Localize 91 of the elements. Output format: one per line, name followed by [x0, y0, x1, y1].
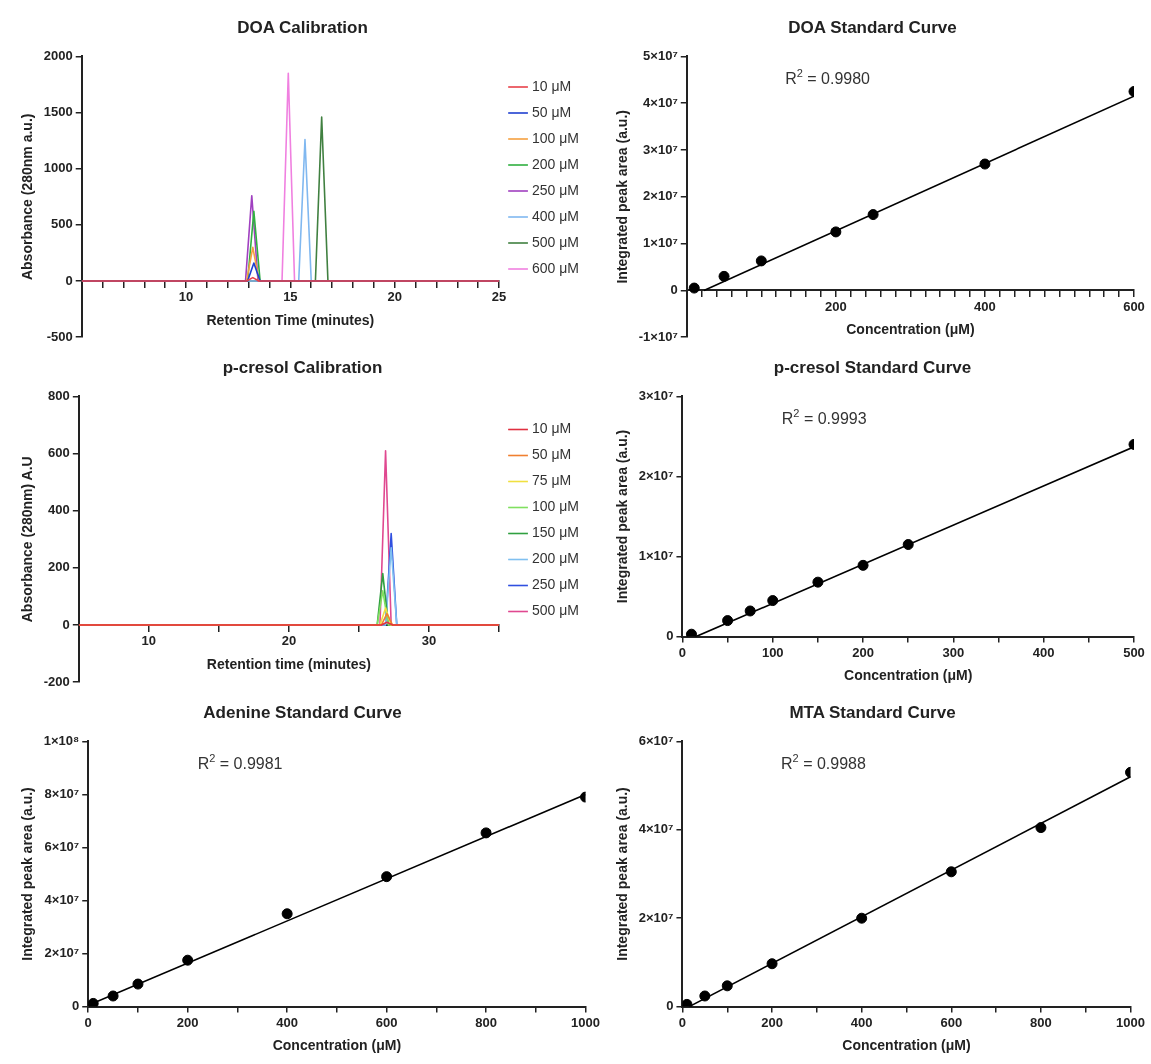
legend-label: 250 μM [532, 181, 580, 198]
x-tick-label: 25 [491, 289, 507, 305]
y-tick-label: -200 [43, 673, 70, 689]
x-tick-label: 200 [176, 1014, 199, 1030]
y-axis-title: Integrated peak area (a.u.) [614, 787, 631, 961]
y-tick-label: 3×10⁷ [643, 141, 678, 157]
y-tick-label: 0 [71, 998, 80, 1014]
x-tick-label: 0 [84, 1014, 92, 1030]
y-tick-label: 1500 [43, 104, 73, 120]
x-tick-label: 30 [421, 633, 437, 649]
x-tick-label: 20 [387, 289, 402, 305]
y-tick-label: 2×10⁷ [638, 909, 674, 925]
y-tick-label: 1×10⁷ [638, 548, 674, 564]
y-tick-label: 4×10⁷ [44, 892, 80, 908]
x-axis-title: Concentration (μM) [272, 1037, 402, 1054]
x-tick-label: 1000 [571, 1014, 600, 1030]
y-tick-label: 1×10⁸ [43, 732, 80, 748]
y-tick-label: 1×10⁷ [643, 235, 678, 251]
y-axis-title: Integrated peak area (a.u.) [614, 110, 631, 284]
x-tick-label: 600 [940, 1014, 963, 1030]
chart-title: DOA Standard Curve [788, 17, 957, 37]
legend-label: 200 μM [532, 155, 580, 172]
y-tick-label: 4×10⁷ [638, 821, 674, 837]
x-tick-label: 200 [825, 298, 847, 314]
x-tick-label: 100 [761, 644, 784, 660]
legend-label: 200 μM [532, 550, 580, 567]
x-tick-label: 400 [1032, 644, 1055, 660]
legend-label: 500 μM [532, 602, 580, 619]
chart-title: Adenine Standard Curve [203, 702, 402, 722]
y-tick-label: 400 [48, 502, 70, 518]
x-axis-title: Concentration (μM) [846, 321, 975, 338]
y-tick-label: 1000 [43, 160, 73, 176]
x-tick-label: 200 [761, 1014, 783, 1030]
y-tick-label: 6×10⁷ [44, 839, 80, 855]
legend-label: 150 μM [532, 524, 580, 541]
legend-label: 50 μM [532, 446, 572, 463]
y-tick-label: 200 [48, 559, 70, 575]
x-tick-label: 15 [283, 289, 298, 305]
x-axis-title: Concentration (μM) [844, 667, 973, 684]
y-tick-label: 0 [65, 272, 73, 288]
x-tick-label: 800 [475, 1014, 497, 1030]
y-axis-title: Absorbance (280nm) A.U [19, 456, 36, 623]
legend-label: 10 μM [532, 77, 572, 94]
x-tick-label: 10 [178, 289, 194, 305]
x-tick-label: 300 [942, 644, 965, 660]
y-tick-label: 0 [666, 998, 674, 1014]
x-tick-label: 20 [281, 633, 297, 649]
y-tick-label: 800 [48, 387, 70, 403]
y-tick-label: -1×10⁷ [638, 328, 678, 344]
chart-title: p-cresol Calibration [222, 357, 383, 377]
y-tick-label: 3×10⁷ [638, 387, 674, 403]
legend-label: 50 μM [532, 103, 572, 120]
legend-label: 600 μM [532, 259, 580, 276]
x-tick-label: 200 [852, 644, 874, 660]
legend-label: 100 μM [532, 498, 580, 515]
legend-label: 500 μM [532, 233, 580, 250]
legend-label: 75 μM [532, 472, 572, 489]
y-axis-title: Integrated peak area (a.u.) [614, 429, 631, 604]
y-tick-label: 2×10⁷ [643, 188, 678, 204]
chart-title: DOA Calibration [237, 17, 368, 37]
legend-label: 250 μM [532, 576, 580, 593]
legend-label: 10 μM [532, 420, 572, 437]
y-tick-label: 500 [51, 216, 73, 232]
x-tick-label: 10 [141, 633, 157, 649]
x-tick-label: 400 [850, 1014, 873, 1030]
y-tick-label: 8×10⁷ [44, 786, 80, 802]
x-tick-label: 1000 [1116, 1014, 1145, 1030]
x-tick-label: 400 [276, 1014, 298, 1030]
y-tick-label: 600 [48, 445, 70, 461]
x-tick-label: 500 [1123, 644, 1145, 660]
y-tick-label: 2×10⁷ [638, 468, 674, 484]
y-tick-label: 4×10⁷ [643, 94, 678, 110]
y-tick-label: 2×10⁷ [44, 945, 80, 961]
y-tick-label: 5×10⁷ [643, 47, 678, 63]
chart-title: MTA Standard Curve [789, 702, 956, 722]
x-tick-label: 400 [974, 298, 996, 314]
x-axis-title: Retention time (minutes) [206, 655, 371, 672]
y-tick-label: 0 [62, 616, 70, 632]
x-tick-label: 600 [375, 1014, 398, 1030]
x-axis-title: Retention Time (minutes) [206, 311, 375, 328]
y-axis-title: Integrated peak area (a.u.) [19, 787, 36, 961]
legend-label: 400 μM [532, 207, 580, 224]
y-tick-label: 2000 [43, 47, 73, 63]
y-tick-label: -500 [46, 328, 73, 344]
x-axis-title: Concentration (μM) [842, 1037, 971, 1054]
chart-title: p-cresol Standard Curve [773, 357, 972, 377]
y-tick-label: 6×10⁷ [638, 732, 674, 748]
y-axis-title: Absorbance (280nm a.u.) [19, 113, 36, 281]
legend-label: 100 μM [532, 129, 580, 146]
x-tick-label: 600 [1123, 298, 1145, 314]
x-tick-label: 800 [1030, 1014, 1052, 1030]
